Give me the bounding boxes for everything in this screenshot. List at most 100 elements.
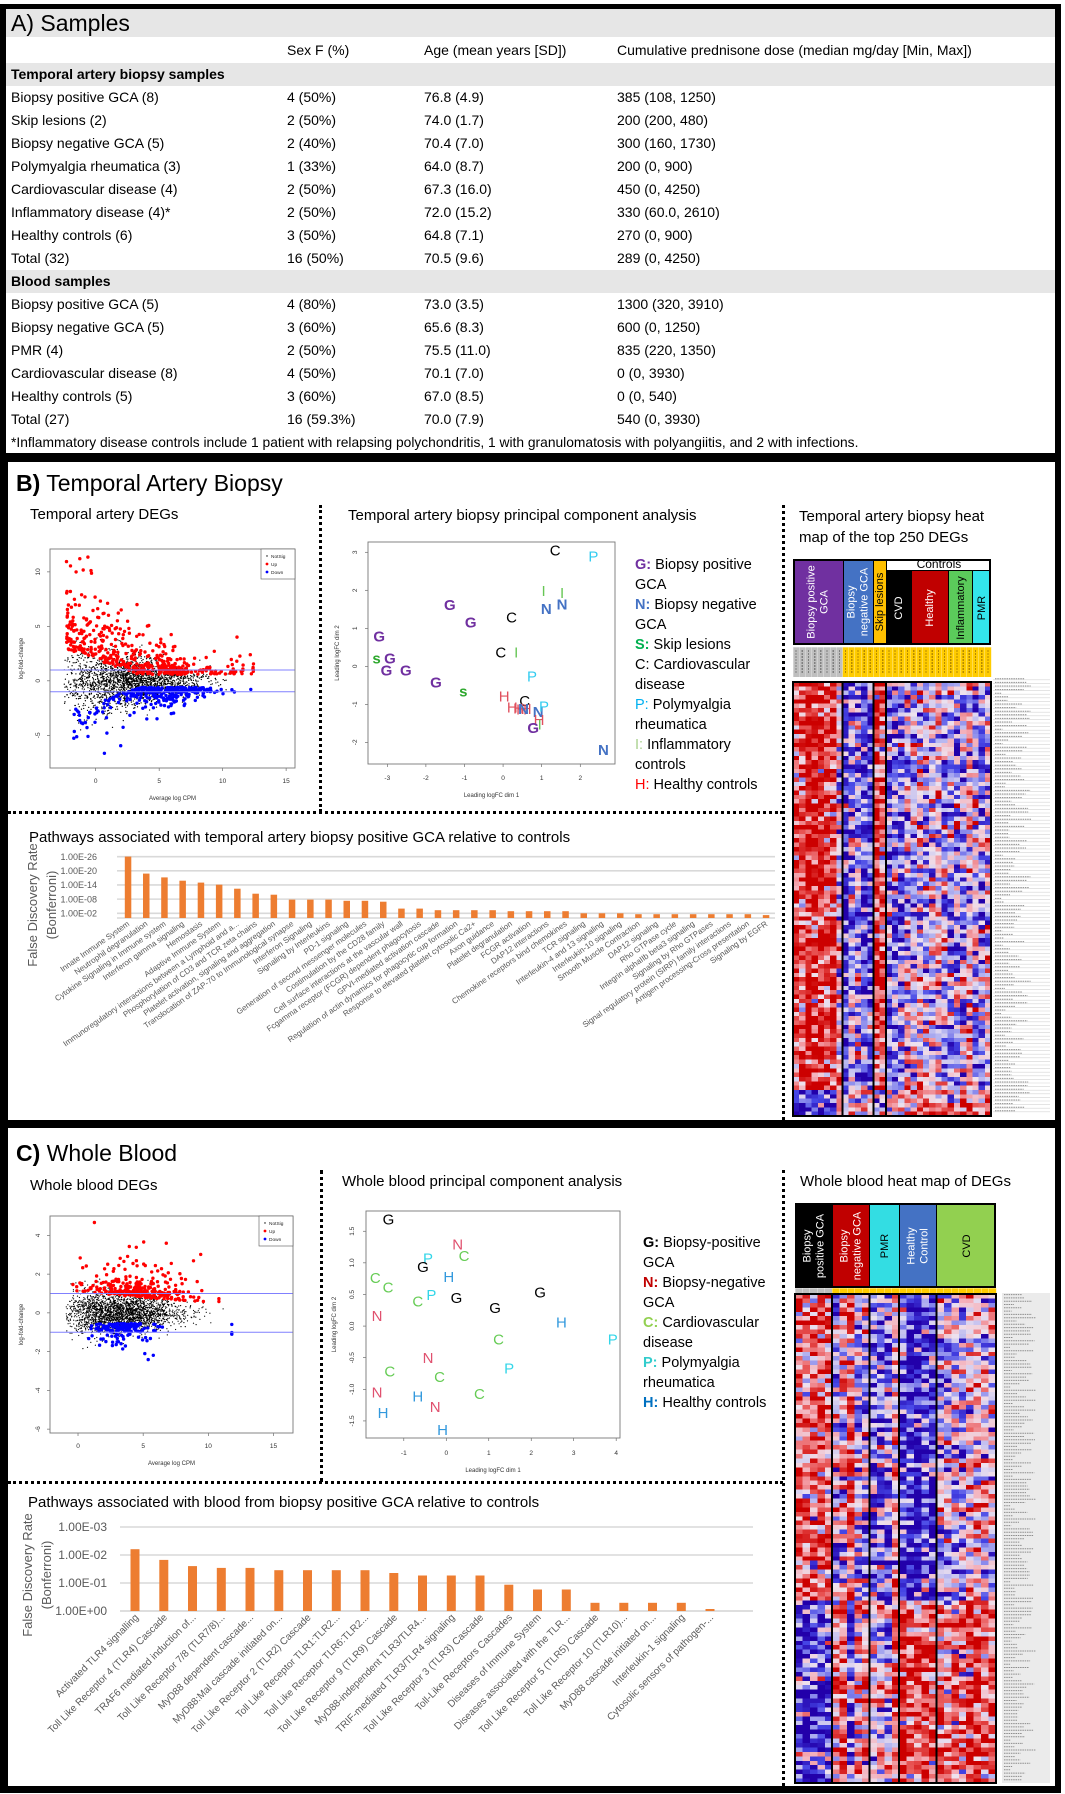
ma-point [85, 666, 87, 669]
ma-point [159, 684, 161, 687]
ma-point [144, 674, 146, 676]
ma-point [98, 684, 100, 686]
ma-point [81, 670, 83, 673]
ma-point [222, 678, 224, 681]
ma-point [85, 671, 87, 673]
ma-point [69, 709, 71, 711]
ma-point [208, 675, 210, 678]
ma-point [177, 678, 179, 680]
ma-point [121, 667, 124, 670]
ma-point [215, 679, 217, 681]
ma-point [155, 706, 158, 708]
ma-point [106, 670, 108, 672]
ma-point [90, 693, 93, 695]
prednisone-dose-cell: 835 (220, 1350) [617, 342, 716, 358]
sex-f-cell: 2 (40%) [287, 135, 337, 151]
ma-point [110, 667, 112, 669]
column-header-age: Age (mean years [SD]) [424, 42, 567, 58]
ma-point [105, 685, 108, 688]
ma-point [172, 679, 175, 681]
ma-point [106, 696, 108, 699]
section-label: A) [11, 10, 34, 36]
ma-point [116, 708, 119, 710]
ma-point [85, 680, 87, 683]
ma-point [160, 674, 163, 676]
prednisone-dose-cell: 385 (108, 1250) [617, 89, 716, 105]
ma-point [121, 703, 123, 705]
age-cell: 70.1 (7.0) [424, 365, 484, 381]
ma-point [99, 685, 102, 688]
age-cell: 67.3 (16.0) [424, 181, 492, 197]
ma-point [110, 712, 113, 715]
ma-point [192, 677, 194, 679]
ma-point [73, 681, 75, 683]
ma-point [182, 696, 184, 698]
ma-point [184, 685, 187, 687]
ma-point [117, 639, 119, 641]
sex-f-cell: 16 (59.3%) [287, 411, 356, 427]
ma-point [129, 683, 131, 685]
ma-point [91, 661, 93, 663]
ma-point [87, 686, 89, 689]
ma-point [95, 674, 97, 677]
ma-point [148, 699, 151, 702]
ma-point [165, 677, 167, 679]
ma-point [101, 671, 103, 673]
ma-point [149, 683, 151, 685]
ma-point [84, 664, 87, 666]
ma-point [148, 678, 151, 681]
group-title: Blood samples [11, 273, 111, 289]
ma-point [79, 695, 81, 698]
ma-point [74, 662, 76, 664]
sample-group-cell: Biopsy negative GCA (5) [11, 319, 165, 335]
ma-point [78, 677, 81, 680]
ma-point [121, 705, 123, 707]
ma-point [147, 676, 149, 679]
ma-point [144, 703, 147, 705]
ma-point [86, 719, 88, 721]
ma-point [112, 684, 115, 687]
ma-point [76, 654, 79, 656]
ma-point [110, 670, 112, 672]
table-row: Biopsy positive GCA (8) 4 (50%) 76.8 (4.9)… [6, 86, 1055, 109]
ma-point [78, 706, 80, 708]
ma-point [152, 698, 154, 701]
ma-point [119, 661, 121, 663]
ma-point [107, 689, 109, 691]
ma-point [113, 679, 115, 681]
ma-point [78, 656, 80, 659]
table-row: Cardiovascular disease (4) 2 (50%) 67.3 (1… [6, 178, 1055, 201]
ma-point [81, 675, 83, 677]
table-group-header: Temporal artery biopsy samples [6, 63, 1055, 86]
ma-point [119, 686, 121, 689]
ma-point [151, 699, 153, 702]
ma-point [153, 685, 155, 687]
ma-point [80, 694, 83, 696]
ma-point [83, 659, 85, 661]
ma-point [110, 685, 112, 688]
ma-point [163, 680, 166, 682]
table-row: Cardiovascular disease (8) 4 (50%) 70.1 (7… [6, 362, 1055, 385]
ma-point [108, 686, 111, 688]
ma-point [178, 678, 180, 680]
ma-point [164, 682, 167, 685]
ma-point [81, 679, 83, 681]
ma-point [107, 709, 110, 712]
ma-point [104, 710, 106, 712]
ma-point [91, 672, 93, 675]
ma-point [101, 688, 103, 690]
ma-point [124, 673, 127, 676]
ma-point [76, 719, 79, 722]
table-row: Biopsy negative GCA (5) 3 (60%) 65.6 (8.3)… [6, 316, 1055, 339]
ma-point [83, 707, 85, 710]
table-row: Skip lesions (2) 2 (50%) 74.0 (1.7) 200 (20… [6, 109, 1055, 132]
ma-point [173, 680, 176, 682]
ma-point [116, 666, 118, 669]
sample-group-cell: Biopsy negative GCA (5) [11, 135, 165, 151]
ma-point [177, 681, 180, 683]
ma-point [108, 681, 110, 683]
ma-point [106, 682, 108, 684]
ma-point [142, 678, 144, 680]
ma-point [149, 658, 151, 660]
ma-point [219, 684, 222, 686]
